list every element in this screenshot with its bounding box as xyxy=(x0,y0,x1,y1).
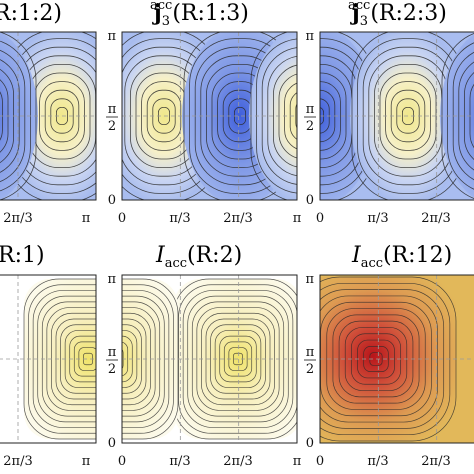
x-tick-label: π/3 xyxy=(367,454,388,469)
panel-title: Iacc(R:2) xyxy=(155,243,242,271)
contour-line xyxy=(73,341,96,377)
contour-line xyxy=(122,324,142,394)
panel-title: j3acc(R:1:3) xyxy=(150,0,249,29)
panel-title: Iacc(R:12) xyxy=(351,243,452,271)
y-tick-label: 0 xyxy=(306,193,314,208)
contour-line xyxy=(122,290,170,428)
contour-line xyxy=(320,72,347,160)
panel-2: j3acc(R:1:3) 0 π/3 2π/3 π 0 π 2 π xyxy=(106,0,302,226)
x-tick-label: 2π/3 xyxy=(223,211,252,226)
x-tick-label: π xyxy=(82,454,91,469)
y-tick-denominator: 2 xyxy=(306,362,314,377)
axes-frame xyxy=(121,31,298,201)
panel-1: R:1:2) 2π/3 π xyxy=(0,1,97,226)
y-tick-label: π xyxy=(305,29,314,44)
contour-line xyxy=(32,290,96,428)
contour-line xyxy=(320,289,445,429)
x-tick-label: 2π/3 xyxy=(3,454,32,469)
y-tick-denominator: 2 xyxy=(306,119,314,134)
x-tick-label: 0 xyxy=(118,211,126,226)
x-tick-label: 0 xyxy=(316,211,324,226)
contour-line xyxy=(122,341,129,377)
x-tick-label: 0 xyxy=(316,454,324,469)
x-tick-label: 2π/3 xyxy=(421,211,450,226)
contour-line xyxy=(46,307,96,411)
y-tick-label: π xyxy=(107,272,116,287)
contour-line xyxy=(458,61,474,171)
contour-line xyxy=(320,295,438,423)
x-tick-label: π xyxy=(293,454,302,469)
panel-6: Iacc(R:12) 0 π/3 2π/3 0 π 2 π xyxy=(304,243,474,469)
contour-line xyxy=(0,49,26,183)
x-tick-label: π xyxy=(293,211,302,226)
y-tick-label: π xyxy=(306,102,315,117)
axes-frame xyxy=(0,274,97,444)
y-tick-label: 0 xyxy=(108,436,116,451)
axes-frame xyxy=(0,31,97,201)
x-tick-label: π/3 xyxy=(367,211,388,226)
x-tick-label: 0 xyxy=(118,454,126,469)
contour-line xyxy=(295,103,297,129)
panel-5: Iacc(R:2) 0 π/3 2π/3 π 0 π 2 π xyxy=(106,243,302,469)
axes-frame xyxy=(121,274,298,444)
contour-line xyxy=(267,55,297,177)
contour-line xyxy=(0,59,20,173)
y-tick-label: π xyxy=(108,102,117,117)
panel-3: j3acc(R:2:3) 0 π/3 2π/3 0 π 2 π xyxy=(304,0,474,226)
panel-4: R:1) 2π/3 π xyxy=(0,243,97,469)
y-tick-label: π xyxy=(107,29,116,44)
axes-frame xyxy=(319,31,474,201)
x-tick-label: π/3 xyxy=(169,211,190,226)
y-tick-label: π xyxy=(305,272,314,287)
x-tick-label: 2π/3 xyxy=(223,454,252,469)
panel-title: R:1:2) xyxy=(0,1,62,26)
panel-title: j3acc(R:2:3) xyxy=(348,0,447,29)
axes-frame xyxy=(319,274,474,444)
y-tick-label: 0 xyxy=(306,436,314,451)
contour-line xyxy=(273,64,297,168)
y-tick-label: 0 xyxy=(108,193,116,208)
panel-title: R:1) xyxy=(0,243,45,268)
x-tick-label: 2π/3 xyxy=(3,211,32,226)
y-tick-denominator: 2 xyxy=(108,362,116,377)
contour-line xyxy=(464,72,474,160)
contour-line xyxy=(122,307,156,411)
x-tick-label: π/3 xyxy=(169,454,190,469)
contour-line xyxy=(60,324,96,394)
contour-line xyxy=(320,81,341,151)
x-tick-label: π xyxy=(82,211,91,226)
x-tick-label: 2π/3 xyxy=(421,454,450,469)
y-tick-label: π xyxy=(108,345,117,360)
y-tick-denominator: 2 xyxy=(108,119,116,134)
y-tick-label: π xyxy=(306,345,315,360)
